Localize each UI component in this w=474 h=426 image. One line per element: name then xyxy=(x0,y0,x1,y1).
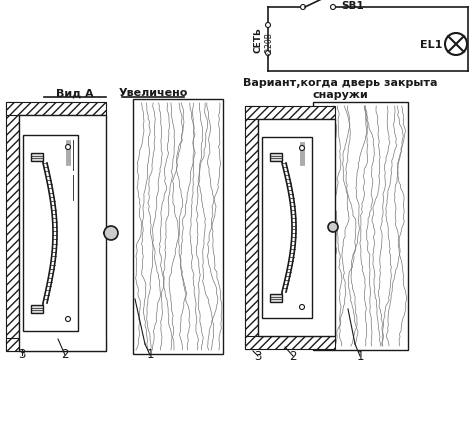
Circle shape xyxy=(65,145,71,150)
Circle shape xyxy=(330,6,336,11)
Text: СЕТЬ: СЕТЬ xyxy=(254,27,263,53)
Circle shape xyxy=(445,34,467,56)
Bar xyxy=(258,120,335,336)
Bar xyxy=(133,100,223,354)
Text: 2: 2 xyxy=(61,347,69,360)
Bar xyxy=(262,138,312,318)
Bar xyxy=(31,305,43,313)
Bar xyxy=(6,103,106,116)
Circle shape xyxy=(300,305,304,310)
Text: ЕL1: ЕL1 xyxy=(419,40,442,50)
Bar xyxy=(245,107,258,349)
Text: 2: 2 xyxy=(289,349,297,362)
Bar xyxy=(245,336,335,349)
Text: Вид А: Вид А xyxy=(56,88,94,98)
Bar xyxy=(6,103,19,351)
Text: Увеличено: Увеличено xyxy=(118,88,188,98)
Circle shape xyxy=(65,317,71,322)
Bar xyxy=(23,136,78,331)
Bar xyxy=(31,154,43,161)
Bar xyxy=(270,154,282,161)
Text: 1: 1 xyxy=(146,347,154,360)
Circle shape xyxy=(265,23,271,29)
Bar xyxy=(6,338,106,351)
Text: 3: 3 xyxy=(18,347,26,360)
Circle shape xyxy=(104,227,118,240)
Text: снаружи: снаружи xyxy=(312,90,368,100)
Circle shape xyxy=(265,52,271,56)
Bar xyxy=(245,107,335,120)
Bar xyxy=(19,116,106,351)
Circle shape xyxy=(300,146,304,151)
Text: 3: 3 xyxy=(255,349,262,362)
Text: SB1: SB1 xyxy=(341,1,364,11)
Bar xyxy=(313,103,408,350)
Text: ~220В: ~220В xyxy=(264,32,273,58)
Circle shape xyxy=(328,222,338,233)
Circle shape xyxy=(301,6,306,11)
Text: Вариант,когда дверь закрыта: Вариант,когда дверь закрыта xyxy=(243,78,437,88)
Text: 1: 1 xyxy=(356,349,364,362)
Bar xyxy=(270,294,282,302)
